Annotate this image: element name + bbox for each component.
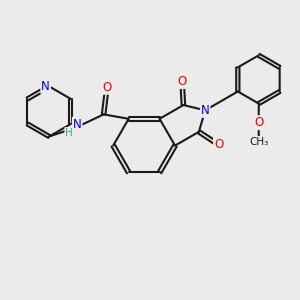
- Text: N: N: [41, 80, 50, 93]
- Text: H: H: [65, 128, 73, 138]
- Text: N: N: [201, 104, 210, 117]
- Text: O: O: [254, 116, 263, 129]
- Text: N: N: [73, 118, 82, 130]
- Text: O: O: [214, 138, 223, 151]
- Text: O: O: [178, 75, 187, 88]
- Text: CH₃: CH₃: [249, 137, 268, 147]
- Text: O: O: [102, 81, 111, 94]
